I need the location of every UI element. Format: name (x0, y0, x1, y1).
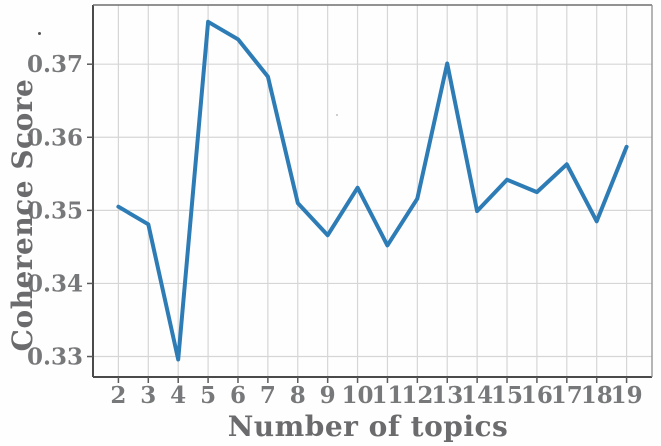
x-tick-label: 5 (200, 382, 216, 409)
x-tick-label: 6 (230, 382, 246, 409)
x-tick-label: 9 (320, 382, 336, 409)
x-tick-label: 11 (371, 382, 403, 409)
x-tick-label: 18 (581, 382, 613, 409)
data-line-layer (116, 19, 629, 362)
x-tick-label: 4 (170, 382, 186, 409)
y-tick-label: 0.34 (27, 270, 83, 297)
x-axis-title: Number of topics (228, 410, 509, 443)
y-tick-label: 0.35 (27, 197, 83, 224)
x-tick-label: 12 (401, 382, 433, 409)
y-axis-title: Coherence Score (6, 79, 39, 352)
photo-speck (38, 32, 41, 35)
y-tick-label: 0.37 (27, 51, 83, 78)
x-tick-label: 16 (521, 382, 553, 409)
x-tick-label: 2 (110, 382, 126, 409)
x-tick-label: 7 (260, 382, 276, 409)
plot-frame (92, 4, 653, 378)
x-tick-label: 19 (611, 382, 643, 409)
axis-ticks (87, 63, 628, 383)
x-tick-label: 17 (551, 382, 583, 409)
gridlines (93, 5, 652, 377)
x-tick-label: 3 (140, 382, 156, 409)
x-tick-label: 8 (290, 382, 306, 409)
photo-speck (336, 114, 338, 116)
x-tick-label: 10 (342, 382, 374, 409)
y-tick-label: 0.36 (27, 124, 83, 151)
x-tick-label: 14 (461, 382, 493, 409)
x-tick-label: 15 (491, 382, 523, 409)
x-tick-label: 13 (431, 382, 463, 409)
y-tick-label: 0.33 (27, 344, 83, 371)
coherence-score-line (116, 19, 629, 362)
